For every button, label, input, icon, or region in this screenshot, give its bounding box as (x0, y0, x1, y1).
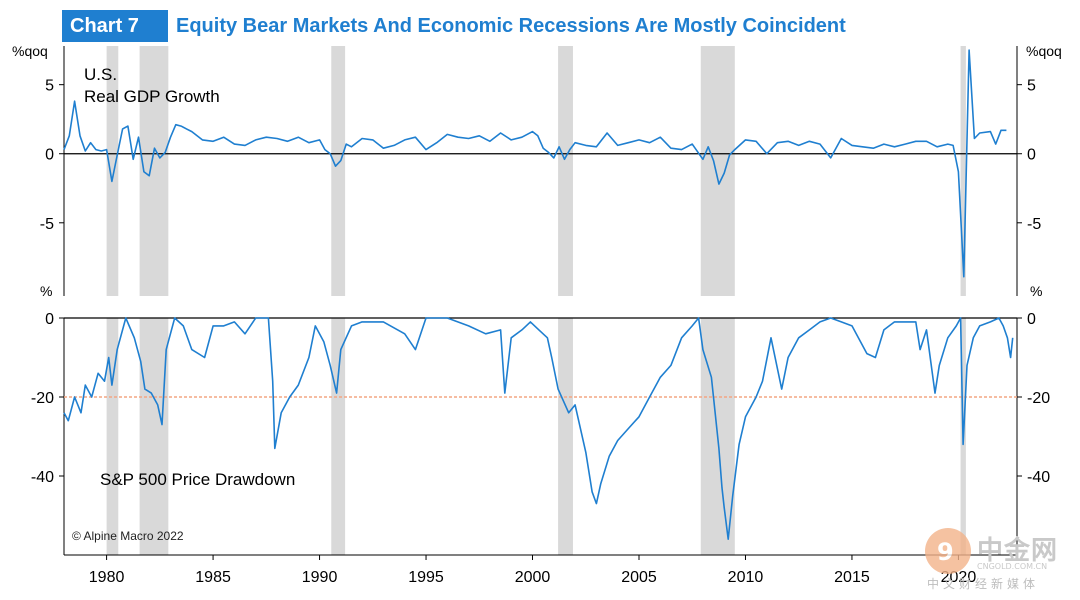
watermark-subtitle: 中文财经新媒体 (927, 577, 1040, 591)
drawdown-tick-label-left-2: -40 (31, 469, 54, 486)
gdp-tick-label-left-1: 0 (45, 147, 54, 164)
x-tick-label-7: 2015 (834, 569, 870, 586)
chart-title: Equity Bear Markets And Economic Recessi… (176, 15, 846, 37)
x-tick-label-0: 1980 (89, 569, 125, 586)
recession-band-3-panel-2 (331, 318, 346, 555)
gdp-growth-line (63, 49, 1007, 278)
recession-band-3-panel-1 (331, 46, 346, 296)
watermark-brand: 中金网 (977, 536, 1059, 566)
drawdown-tick-label-right-1: -20 (1027, 390, 1050, 407)
sp500-drawdown-line (63, 317, 1014, 540)
drawdown-panel-title: S&P 500 Price Drawdown (100, 470, 295, 489)
drawdown-tick-label-right-0: 0 (1027, 311, 1036, 328)
watermark: 9 中金网 CNGOLD.COM.CN 中文财经新媒体 (925, 528, 1070, 594)
recession-band-6-panel-1 (960, 46, 966, 296)
gdp-tick-label-right-0: 5 (1027, 78, 1036, 95)
drawdown-ylabel-right: % (1030, 283, 1042, 299)
recession-band-4-panel-2 (558, 318, 573, 555)
tick-labels: 5 5 0 0 -5 -5 0 0 -20 -20 -40 -40 1980 1985 1990 1995 20… (31, 78, 1050, 586)
gdp-tick-label-left-0: 5 (45, 78, 54, 95)
gdp-tick-label-right-1: 0 (1027, 147, 1036, 164)
drawdown-ylabel-left: % (40, 283, 52, 299)
x-tick-label-5: 2005 (621, 569, 657, 586)
gdp-panel-title-line1: U.S. (84, 65, 117, 84)
gdp-panel-title-line2: Real GDP Growth (84, 87, 220, 106)
recession-band-1-panel-2 (106, 318, 119, 555)
chart-number-badge: Chart 7 (62, 10, 168, 42)
x-tick-label-4: 2000 (515, 569, 551, 586)
copyright-note: © Alpine Macro 2022 (72, 529, 184, 543)
watermark-url: CNGOLD.COM.CN (977, 562, 1048, 571)
x-tick-label-2: 1990 (302, 569, 338, 586)
series-lines (63, 49, 1014, 540)
drawdown-tick-label-right-2: -40 (1027, 469, 1050, 486)
x-tick-label-1: 1985 (195, 569, 231, 586)
watermark-logo-icon: 9 (925, 528, 971, 574)
recession-band-5-panel-1 (700, 46, 735, 296)
drawdown-tick-label-left-1: -20 (31, 390, 54, 407)
recession-band-4-panel-1 (558, 46, 573, 296)
x-tick-label-3: 1995 (408, 569, 444, 586)
gdp-tick-label-left-2: -5 (40, 216, 54, 233)
gdp-ylabel-right: %qoq (1026, 43, 1062, 59)
gdp-tick-label-right-2: -5 (1027, 216, 1041, 233)
recession-band-2-panel-2 (139, 318, 169, 555)
recession-band-1-panel-1 (106, 46, 119, 296)
x-tick-label-6: 2010 (728, 569, 764, 586)
plot-frames (63, 46, 1018, 556)
drawdown-tick-label-left-0: 0 (45, 311, 54, 328)
gdp-ylabel-left: %qoq (12, 43, 48, 59)
